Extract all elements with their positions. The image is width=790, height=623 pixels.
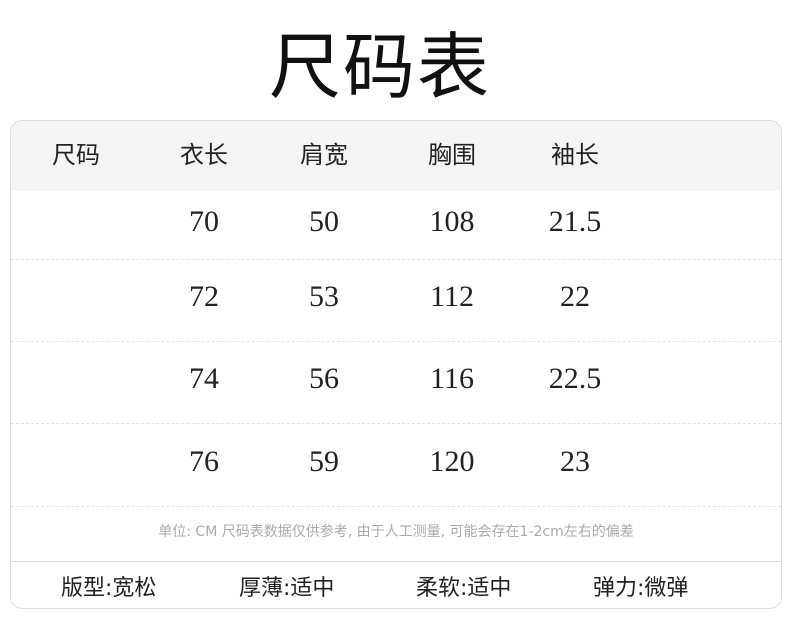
measurement-note: 单位: CM 尺码表数据仅供参考, 由于人工测量, 可能会存在1-2cm左右的偏…	[158, 524, 634, 540]
table-cell: 112	[430, 280, 474, 313]
table-cell: 116	[430, 362, 474, 395]
table-header: 尺码 衣长 肩宽 胸围 袖长	[11, 121, 781, 191]
attr-thickness: 厚薄:适中	[239, 576, 335, 601]
table-cell: 53	[309, 280, 339, 313]
page-title: 尺码表	[268, 25, 491, 109]
table-row: 70 50 108 21.5	[11, 191, 781, 260]
table-cell: 72	[189, 280, 219, 313]
header-shoulder: 肩宽	[300, 141, 348, 169]
table-cell: 74	[189, 362, 219, 395]
table-cell: 22.5	[548, 362, 602, 395]
table-row: 76 59 120 23	[11, 423, 781, 507]
table-cell: 76	[189, 444, 219, 478]
attr-fit: 版型:宽松	[61, 576, 157, 601]
table-cell: 70	[189, 205, 219, 238]
header-size: 尺码	[52, 141, 100, 169]
header-chest: 胸围	[428, 141, 476, 169]
table-cell: 108	[429, 205, 475, 238]
table-cell: 59	[309, 444, 339, 478]
table-cell: 50	[309, 205, 339, 238]
fabric-attributes: 版型:宽松 厚薄:适中 柔软:适中 弹力:微弹	[11, 561, 781, 608]
table-cell: 23	[560, 444, 590, 478]
attr-elasticity: 弹力:微弹	[593, 576, 689, 601]
table-row: 72 53 112 22	[11, 259, 781, 342]
table-row: 74 56 116 22.5	[11, 341, 781, 424]
table-cell: 56	[309, 362, 339, 395]
table-cell: 22	[560, 280, 590, 313]
attr-softness: 柔软:适中	[416, 576, 512, 601]
header-length: 衣长	[180, 141, 228, 169]
header-sleeve: 袖长	[551, 141, 599, 169]
table-cell: 21.5	[548, 205, 602, 238]
size-table: 尺码 衣长 肩宽 胸围 袖长 70 50 108 21.5 72 53 112 22 74 56 1…	[10, 120, 782, 609]
table-cell: 120	[429, 444, 475, 478]
